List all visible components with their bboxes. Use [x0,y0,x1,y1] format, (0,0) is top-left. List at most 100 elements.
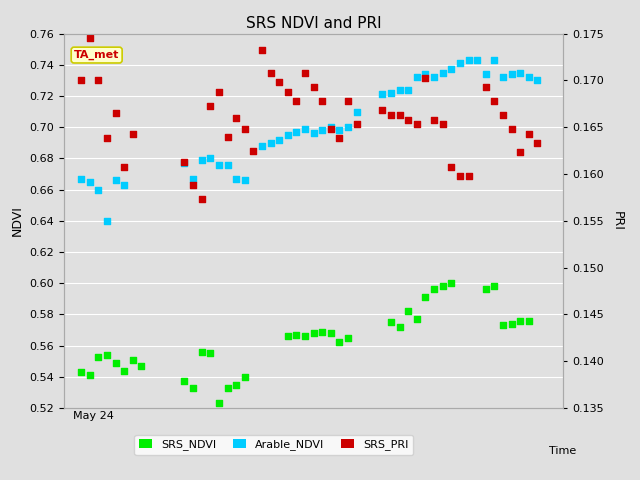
Point [274,136,284,144]
Point [351,120,362,128]
Point [231,381,241,388]
Point [489,282,499,290]
Point [84,35,95,42]
Point [179,159,189,167]
Point [111,359,121,367]
Point [76,368,86,376]
Point [188,384,198,392]
Point [412,73,422,81]
Point [489,97,499,105]
Point [239,176,250,184]
Point [214,399,224,407]
Point [188,175,198,182]
Point [455,60,465,67]
Point [438,120,448,128]
Point [188,181,198,189]
Point [463,56,474,64]
Point [266,69,276,77]
Point [515,149,525,156]
Point [420,74,431,82]
Point [394,323,404,331]
Point [84,178,95,186]
Point [93,186,104,193]
Point [412,120,422,128]
Point [317,97,327,105]
Point [532,76,543,84]
Point [446,279,456,287]
Point [403,116,413,123]
Point [524,73,534,81]
Point [498,322,508,329]
Point [196,348,207,356]
Point [326,123,336,131]
Point [429,286,439,293]
Title: SRS NDVI and PRI: SRS NDVI and PRI [246,16,381,31]
Point [283,333,293,340]
Y-axis label: PRI: PRI [611,211,623,231]
Point [266,139,276,147]
Point [481,70,491,78]
Point [128,356,138,363]
Point [223,384,233,392]
Point [76,175,86,182]
Point [128,130,138,138]
Point [84,372,95,379]
Point [291,128,301,136]
Point [136,362,147,370]
Point [223,161,233,168]
Point [308,130,319,137]
Point [119,367,129,374]
Point [506,125,516,133]
Point [214,161,224,168]
Point [481,83,491,91]
Point [205,349,216,357]
Point [300,333,310,340]
Point [283,88,293,96]
Point [463,172,474,180]
Point [394,111,404,119]
Point [515,317,525,324]
Point [111,109,121,117]
Y-axis label: NDVI: NDVI [11,205,24,236]
Point [76,76,86,84]
Point [472,56,483,64]
Point [239,125,250,133]
Point [223,132,233,140]
Point [429,116,439,123]
Point [102,351,112,359]
Point [326,329,336,337]
Point [386,111,396,119]
Point [119,181,129,189]
Point [343,123,353,131]
Point [257,46,267,53]
Point [343,334,353,342]
Point [334,338,344,346]
Point [498,73,508,81]
Point [378,107,388,114]
Text: TA_met: TA_met [74,50,119,60]
Point [248,147,259,155]
Point [438,282,448,290]
Point [179,158,189,166]
Point [334,134,344,142]
Point [489,56,499,64]
Point [394,86,404,94]
Point [403,308,413,315]
Point [317,127,327,134]
Point [111,176,121,184]
Point [524,130,534,138]
Point [283,131,293,139]
Point [412,315,422,323]
Point [205,102,216,109]
Point [102,217,112,225]
Point [403,86,413,94]
Point [506,320,516,328]
Point [308,329,319,337]
Point [231,114,241,121]
Point [334,127,344,134]
Point [498,111,508,119]
Point [300,125,310,132]
Point [93,353,104,360]
Point [205,155,216,162]
Point [386,318,396,326]
